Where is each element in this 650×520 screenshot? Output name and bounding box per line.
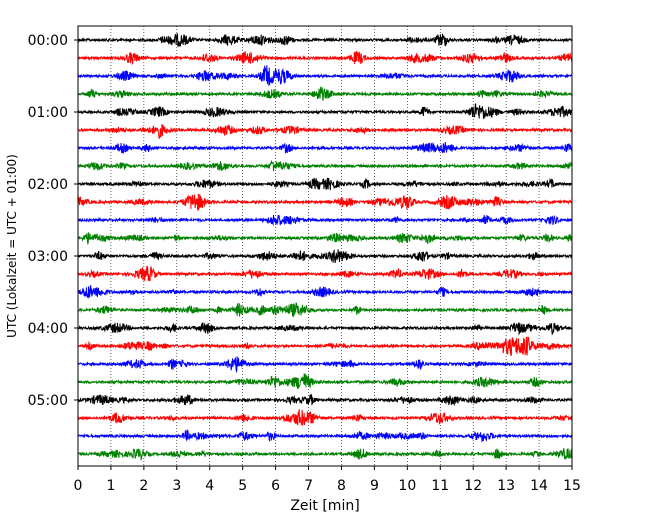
- x-tick-label-14: 14: [530, 478, 548, 494]
- trace-0500: [77, 394, 573, 407]
- x-tick-label-8: 8: [337, 478, 346, 494]
- x-tick-label-7: 7: [304, 478, 313, 494]
- trace-0030: [77, 65, 573, 86]
- x-tick-label-11: 11: [431, 478, 449, 494]
- y-tick-label-0000: 00:00: [28, 33, 68, 49]
- x-tick-label-5: 5: [238, 478, 247, 494]
- trace-0300: [77, 249, 573, 264]
- x-tick-label-12: 12: [464, 478, 482, 494]
- x-tick-label-10: 10: [398, 478, 416, 494]
- x-axis-ticks: 0 1 2 3 4 5 6 7 8 9 10 11 12 13 14 15: [74, 466, 581, 494]
- trace-0230: [77, 214, 573, 227]
- trace-0330: [77, 284, 573, 299]
- x-tick-label-9: 9: [370, 478, 379, 494]
- trace-0145: [77, 159, 573, 172]
- vertical-gridlines: [110, 26, 540, 466]
- y-tick-label-0200: 02:00: [28, 177, 68, 193]
- y-axis-label: UTC (Lokalzeit = UTC + 01:00): [5, 154, 19, 338]
- trace-0530: [77, 428, 573, 443]
- x-tick-label-0: 0: [74, 478, 83, 494]
- trace-0515: [77, 408, 573, 426]
- trace-0200: [77, 177, 573, 191]
- x-tick-label-15: 15: [563, 478, 581, 494]
- trace-0315: [77, 265, 573, 282]
- x-tick-label-4: 4: [205, 478, 214, 494]
- trace-0545: [77, 447, 573, 461]
- plot-frame: [77, 25, 573, 467]
- y-tick-label-0400: 04:00: [28, 321, 68, 337]
- x-tick-label-6: 6: [271, 478, 280, 494]
- x-tick-label-13: 13: [497, 478, 515, 494]
- y-tick-label-0500: 05:00: [28, 393, 68, 409]
- x-tick-label-2: 2: [139, 478, 148, 494]
- x-tick-label-3: 3: [172, 478, 181, 494]
- trace-0115: [77, 123, 573, 140]
- trace-0130: [77, 141, 573, 155]
- seismic-traces: [77, 33, 573, 461]
- x-axis-label: Zeit [min]: [290, 498, 359, 514]
- y-tick-label-0100: 01:00: [28, 105, 68, 121]
- trace-0415: [77, 336, 573, 356]
- trace-0045: [77, 86, 573, 101]
- y-tick-label-0300: 03:00: [28, 249, 68, 265]
- x-tick-label-1: 1: [106, 478, 115, 494]
- trace-0430: [77, 356, 573, 374]
- trace-0400: [77, 321, 573, 336]
- trace-0000: [77, 33, 573, 47]
- trace-0015: [77, 50, 573, 66]
- trace-0100: [77, 103, 573, 120]
- trace-0445: [77, 373, 573, 390]
- trace-0345: [77, 302, 573, 318]
- trace-0245: [77, 232, 573, 246]
- y-axis-ticks: 00:00 01:00 02:00 03:00 04:00 05:00: [28, 33, 78, 409]
- trace-0215: [77, 193, 573, 211]
